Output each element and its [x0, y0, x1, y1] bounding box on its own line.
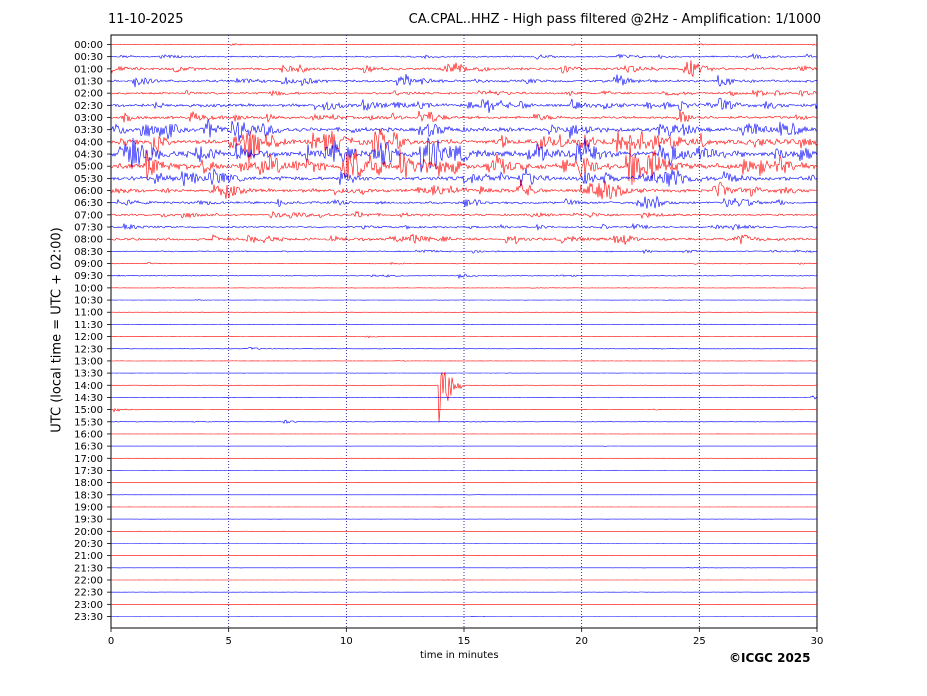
x-tick-label-10: 10 [340, 636, 353, 647]
y-tick-label-08:00: 08:00 [74, 235, 103, 246]
y-tick-label-14:30: 14:30 [74, 393, 103, 404]
trace-04:30 [110, 136, 818, 173]
x-axis-label: time in minutes [420, 650, 499, 661]
x-tick-label-25: 25 [693, 636, 706, 647]
y-tick-label-03:30: 03:30 [74, 125, 103, 136]
y-tick-label-05:30: 05:30 [74, 174, 103, 185]
y-tick-label-12:00: 12:00 [74, 332, 103, 343]
trace-05:00 [110, 142, 818, 186]
y-tick-label-11:30: 11:30 [74, 320, 103, 331]
y-tick-label-04:00: 04:00 [74, 137, 103, 148]
trace-00:30 [110, 52, 818, 60]
trace-11:00 [111, 311, 818, 313]
y-tick-label-03:00: 03:00 [74, 113, 103, 124]
date-label: 11-10-2025 [108, 12, 184, 27]
y-tick-label-02:00: 02:00 [74, 89, 103, 100]
x-tick-label-20: 20 [575, 636, 588, 647]
trace-13:00 [110, 360, 818, 362]
y-tick-label-06:00: 06:00 [74, 186, 103, 197]
trace-12:00 [110, 335, 817, 339]
trace-15:00 [110, 407, 818, 413]
trace-12:30 [110, 347, 817, 350]
y-tick-label-07:00: 07:00 [74, 210, 103, 221]
y-tick-label-05:00: 05:00 [74, 162, 103, 173]
trace-05:30 [110, 167, 818, 187]
trace-00:00 [110, 43, 818, 46]
trace-02:30 [110, 97, 818, 113]
trace-14:00 [110, 371, 818, 423]
y-tick-label-13:30: 13:30 [74, 369, 103, 380]
y-tick-label-21:00: 21:00 [74, 551, 103, 562]
trace-07:30 [110, 222, 818, 231]
y-tick-label-23:30: 23:30 [74, 612, 103, 623]
y-tick-label-09:30: 09:30 [74, 271, 103, 282]
trace-03:30 [110, 119, 818, 143]
y-tick-label-18:30: 18:30 [74, 490, 103, 501]
y-tick-label-20:30: 20:30 [74, 539, 103, 550]
y-tick-label-19:00: 19:00 [74, 502, 103, 513]
y-tick-label-00:00: 00:00 [74, 40, 103, 51]
trace-08:00 [110, 233, 818, 245]
trace-01:00 [110, 60, 818, 78]
y-tick-label-11:00: 11:00 [74, 308, 103, 319]
trace-07:00 [110, 210, 818, 220]
y-tick-label-09:00: 09:00 [74, 259, 103, 270]
y-tick-label-17:30: 17:30 [74, 466, 103, 477]
y-tick-label-17:00: 17:00 [74, 454, 103, 465]
x-tick-label-5: 5 [225, 636, 231, 647]
trace-06:00 [110, 179, 818, 200]
trace-14:30 [110, 395, 818, 400]
y-tick-label-10:30: 10:30 [74, 296, 103, 307]
x-tick-label-0: 0 [108, 636, 114, 647]
y-tick-label-06:30: 06:30 [74, 198, 103, 209]
trace-02:00 [110, 89, 818, 98]
y-tick-label-22:30: 22:30 [74, 588, 103, 599]
chart-title: CA.CPAL..HHZ - High pass filtered @2Hz -… [408, 12, 821, 27]
trace-10:30 [110, 299, 818, 301]
x-tick-label-15: 15 [458, 636, 471, 647]
copyright-label: ©ICGC 2025 [729, 651, 811, 665]
y-tick-label-04:30: 04:30 [74, 150, 103, 161]
y-tick-label-10:00: 10:00 [74, 283, 103, 294]
trace-09:30 [110, 273, 818, 280]
y-tick-label-01:30: 01:30 [74, 77, 103, 88]
trace-06:30 [110, 195, 818, 209]
y-tick-label-01:00: 01:00 [74, 64, 103, 75]
y-tick-label-22:00: 22:00 [74, 575, 103, 586]
y-tick-label-20:00: 20:00 [74, 527, 103, 538]
trace-15:30 [110, 419, 818, 424]
y-tick-label-16:30: 16:30 [74, 442, 103, 453]
plot-frame [110, 34, 818, 629]
y-tick-label-14:00: 14:00 [74, 381, 103, 392]
y-tick-label-00:30: 00:30 [74, 52, 103, 63]
y-tick-label-13:00: 13:00 [74, 356, 103, 367]
trace-03:00 [110, 110, 818, 123]
trace-08:30 [110, 249, 818, 254]
y-tick-label-19:30: 19:30 [74, 515, 103, 526]
y-tick-label-02:30: 02:30 [74, 101, 103, 112]
x-tick-label-30: 30 [811, 636, 824, 647]
y-tick-label-23:00: 23:00 [74, 600, 103, 611]
y-tick-label-08:30: 08:30 [74, 247, 103, 258]
trace-04:00 [110, 128, 818, 166]
y-tick-label-16:00: 16:00 [74, 429, 103, 440]
y-tick-label-15:30: 15:30 [74, 417, 103, 428]
y-tick-label-07:30: 07:30 [74, 223, 103, 234]
trace-10:00 [110, 287, 817, 289]
trace-01:30 [110, 73, 818, 88]
y-tick-label-18:00: 18:00 [74, 478, 103, 489]
y-tick-label-12:30: 12:30 [74, 344, 103, 355]
trace-11:30 [111, 323, 817, 326]
trace-09:00 [110, 261, 818, 265]
y-tick-label-15:00: 15:00 [74, 405, 103, 416]
y-tick-label-21:30: 21:30 [74, 563, 103, 574]
